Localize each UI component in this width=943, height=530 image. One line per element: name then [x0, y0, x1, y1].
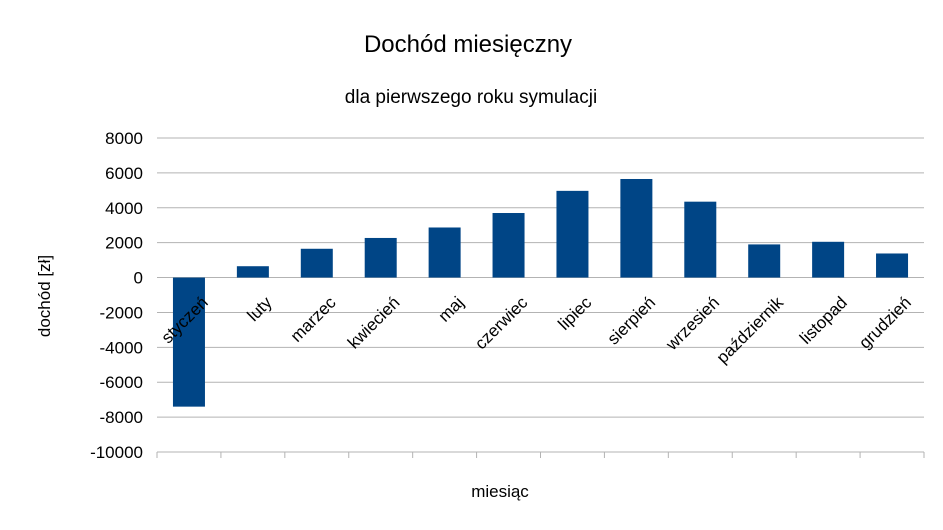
x-axis-ticks: styczeń luty marzec kwiecień maj czerwiec lipi… [158, 293, 915, 368]
x-tick-label: czerwiec [471, 293, 532, 354]
x-tick-label: listopad [796, 293, 851, 348]
bar-wrzesień [684, 201, 717, 278]
y-tick-label: 2000 [105, 234, 143, 253]
x-tick-label: maj [435, 293, 468, 326]
y-tick-label: 6000 [105, 164, 143, 183]
chart-subtitle: dla pierwszego roku symulacji [345, 87, 597, 108]
x-tick-label: marzec [287, 293, 340, 346]
y-tick-label: -8000 [100, 408, 143, 427]
bar-luty [236, 266, 269, 278]
y-tick-label: 8000 [105, 129, 143, 148]
bar-styczeń [172, 277, 205, 407]
x-tick-label: sierpień [604, 293, 660, 349]
y-tick-label: -6000 [100, 373, 143, 392]
bar-listopad [812, 241, 845, 278]
x-tick-label: luty [244, 293, 276, 325]
y-tick-label: 0 [134, 269, 143, 288]
x-tick-label: październik [713, 293, 788, 368]
y-tick-label: -4000 [100, 338, 143, 357]
x-tick-label: wrzesień [662, 293, 724, 355]
bar-sierpień [620, 178, 653, 278]
x-axis-label: miesiąc [471, 482, 529, 501]
bar-czerwiec [492, 213, 525, 278]
y-tick-label: -2000 [100, 303, 143, 322]
bar-październik [748, 244, 781, 278]
bars [172, 178, 909, 407]
bar-kwiecień [364, 237, 397, 278]
x-tick-label: grudzień [855, 293, 915, 353]
chart-title: Dochód miesięczny [364, 31, 572, 58]
x-tick-label: kwiecień [344, 293, 404, 353]
y-tick-label: -10000 [90, 443, 143, 462]
bar-grudzień [876, 253, 909, 278]
bar-lipiec [556, 190, 589, 278]
gridlines [156, 137, 925, 458]
bar-marzec [300, 248, 333, 278]
y-axis-label: dochód [zł] [35, 255, 54, 337]
x-tick-label: lipiec [554, 293, 595, 334]
bar-maj [428, 227, 461, 278]
y-tick-label: 4000 [105, 199, 143, 218]
y-axis-ticks: 8000 6000 4000 2000 0 -2000 -4000 -6000 -8000 -10… [90, 129, 143, 462]
